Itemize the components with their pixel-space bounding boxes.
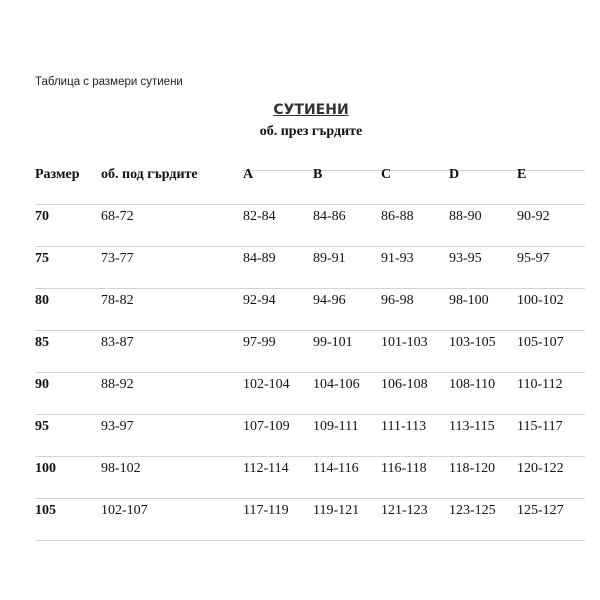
measure-cell: 84-86 xyxy=(313,209,346,224)
divider xyxy=(35,498,585,499)
measure-cell: 118-120 xyxy=(449,461,496,476)
size-cell: 75 xyxy=(35,251,49,266)
column-header: C xyxy=(381,167,392,182)
column-header: A xyxy=(243,167,254,182)
measure-cell: 102-104 xyxy=(243,377,290,392)
measure-cell: 73-77 xyxy=(101,251,134,266)
measure-cell: 108-110 xyxy=(449,377,496,392)
measure-cell: 107-109 xyxy=(243,419,290,434)
column-header: об. под гърдите xyxy=(101,167,198,182)
measure-cell: 97-99 xyxy=(243,335,276,350)
measure-cell: 83-87 xyxy=(101,335,134,350)
size-cell: 100 xyxy=(35,461,56,476)
measure-cell: 90-92 xyxy=(517,209,550,224)
measure-cell: 101-103 xyxy=(381,335,428,350)
size-cell: 105 xyxy=(35,503,56,518)
divider xyxy=(35,246,585,247)
measure-cell: 111-113 xyxy=(381,419,427,434)
size-cell: 70 xyxy=(35,209,49,224)
column-header: E xyxy=(517,167,527,182)
measure-cell: 110-112 xyxy=(517,377,563,392)
caption: Таблица с размери сутиени xyxy=(35,76,183,88)
measure-cell: 84-89 xyxy=(243,251,276,266)
measure-cell: 117-119 xyxy=(243,503,289,518)
measure-cell: 103-105 xyxy=(449,335,496,350)
size-cell: 80 xyxy=(35,293,49,308)
measure-cell: 92-94 xyxy=(243,293,276,308)
divider xyxy=(35,372,585,373)
measure-cell: 99-101 xyxy=(313,335,353,350)
measure-cell: 93-95 xyxy=(449,251,482,266)
divider xyxy=(243,170,585,171)
size-cell: 85 xyxy=(35,335,49,350)
measure-cell: 100-102 xyxy=(517,293,564,308)
column-header: D xyxy=(449,167,460,182)
divider xyxy=(35,456,585,457)
measure-cell: 125-127 xyxy=(517,503,564,518)
divider xyxy=(35,540,585,541)
measure-cell: 88-92 xyxy=(101,377,134,392)
measure-cell: 96-98 xyxy=(381,293,414,308)
measure-cell: 115-117 xyxy=(517,419,563,434)
measure-cell: 88-90 xyxy=(449,209,482,224)
measure-cell: 86-88 xyxy=(381,209,414,224)
measure-cell: 98-102 xyxy=(101,461,141,476)
measure-cell: 112-114 xyxy=(243,461,289,476)
divider xyxy=(35,204,585,205)
measure-cell: 68-72 xyxy=(101,209,134,224)
size-cell: 90 xyxy=(35,377,49,392)
measure-cell: 109-111 xyxy=(313,419,359,434)
measure-cell: 119-121 xyxy=(313,503,360,518)
measure-cell: 82-84 xyxy=(243,209,276,224)
measure-cell: 94-96 xyxy=(313,293,346,308)
measure-cell: 116-118 xyxy=(381,461,427,476)
measure-cell: 113-115 xyxy=(449,419,495,434)
measure-cell: 91-93 xyxy=(381,251,414,266)
measure-cell: 120-122 xyxy=(517,461,564,476)
divider xyxy=(35,414,585,415)
measure-cell: 93-97 xyxy=(101,419,134,434)
table-title: СУТИЕНИ xyxy=(273,102,349,118)
column-header: Размер xyxy=(35,167,80,182)
table-subtitle: об. през гърдите xyxy=(259,124,363,139)
measure-cell: 78-82 xyxy=(101,293,134,308)
measure-cell: 114-116 xyxy=(313,461,359,476)
column-header: B xyxy=(313,167,323,182)
measure-cell: 123-125 xyxy=(449,503,496,518)
divider xyxy=(35,330,585,331)
measure-cell: 104-106 xyxy=(313,377,360,392)
measure-cell: 102-107 xyxy=(101,503,148,518)
measure-cell: 121-123 xyxy=(381,503,428,518)
measure-cell: 106-108 xyxy=(381,377,428,392)
measure-cell: 89-91 xyxy=(313,251,346,266)
divider xyxy=(35,288,585,289)
measure-cell: 95-97 xyxy=(517,251,550,266)
size-cell: 95 xyxy=(35,419,49,434)
measure-cell: 105-107 xyxy=(517,335,564,350)
measure-cell: 98-100 xyxy=(449,293,489,308)
